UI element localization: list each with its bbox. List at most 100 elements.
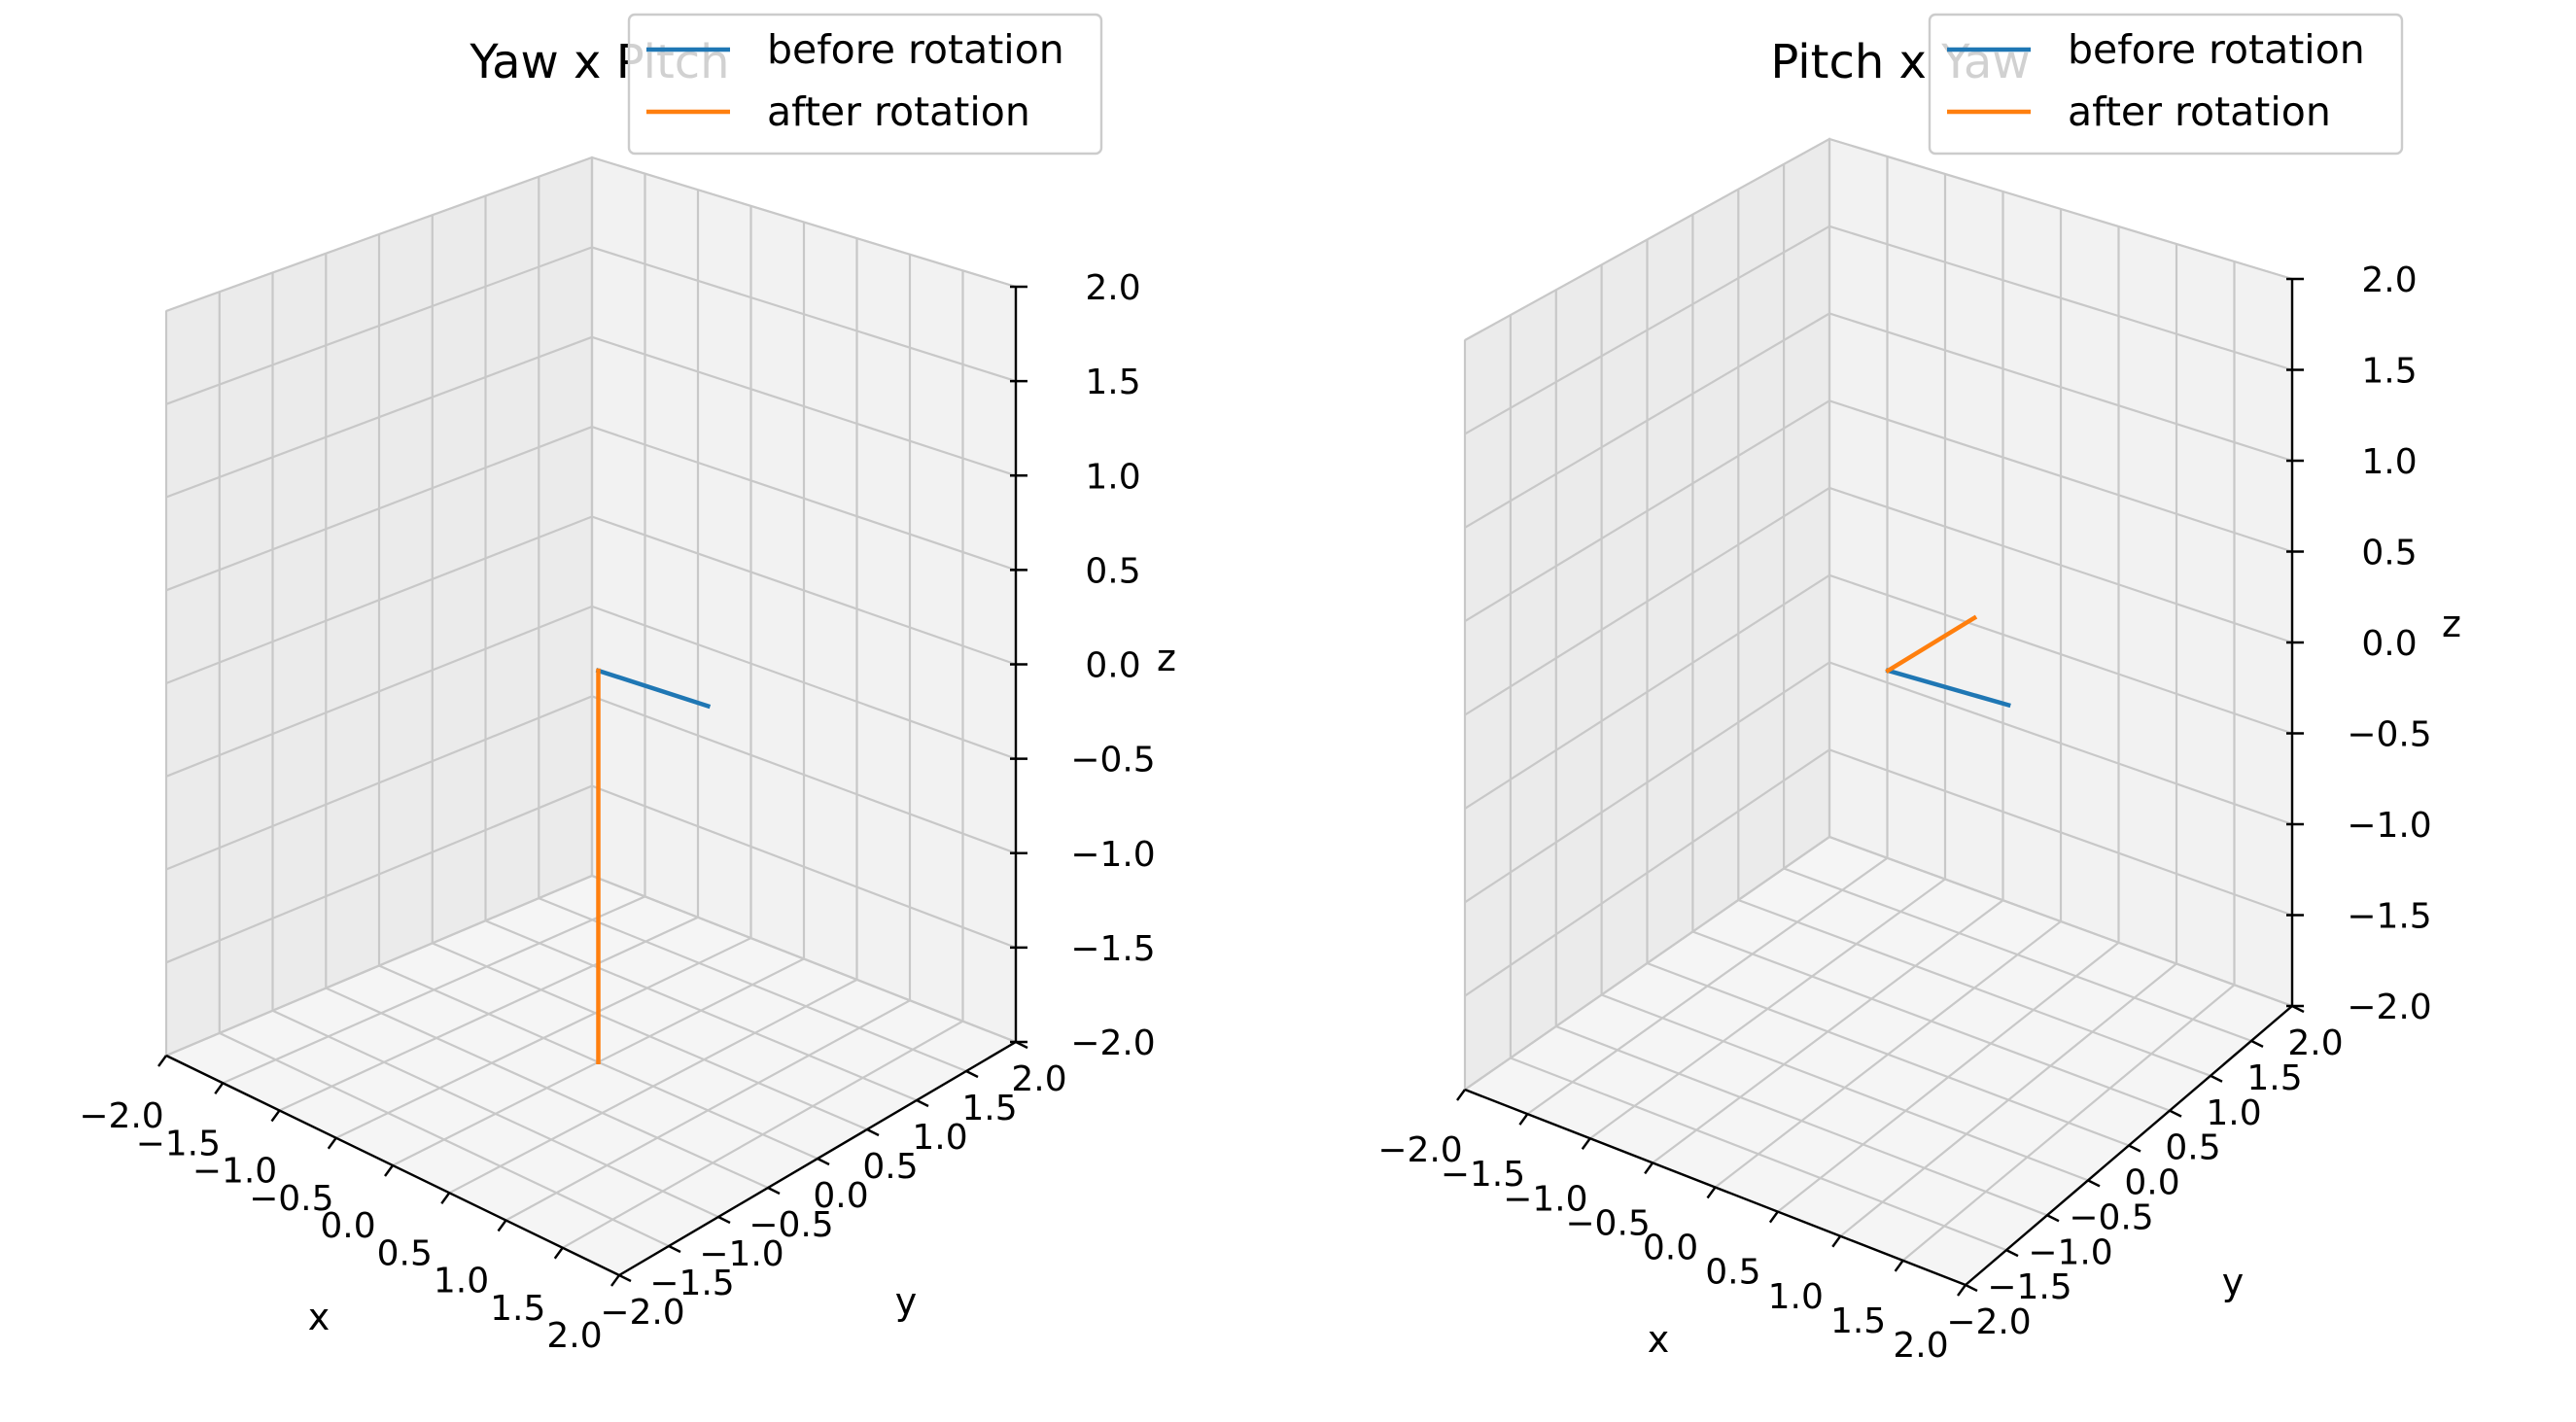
legend-label: after rotation	[2068, 88, 2331, 135]
y-tick-mark	[817, 1157, 830, 1166]
x-tick-mark	[1894, 1260, 1904, 1272]
z-tick-label: 2.0	[2361, 260, 2417, 300]
gridline-z	[1464, 312, 2293, 529]
y-tick-label: −2.0	[1946, 1302, 2031, 1342]
y-tick-label: 1.0	[2206, 1093, 2261, 1133]
z-tick-label: −1.0	[2347, 806, 2431, 846]
subplot-yaw-x-pitch: −2.0−1.5−1.0−0.50.00.51.01.52.0−2.0−1.5−…	[79, 13, 1176, 1356]
z-tick-label: −1.5	[1070, 929, 1155, 969]
x-tick-label: −0.5	[249, 1179, 333, 1219]
y-tick-mark	[2169, 1109, 2182, 1118]
z-tick-label: −0.5	[2347, 715, 2431, 755]
x-tick-mark	[1644, 1162, 1654, 1175]
gridline-z	[165, 246, 1017, 405]
x-tick-mark	[1581, 1137, 1591, 1150]
x-tick-label: −2.0	[79, 1096, 163, 1136]
gridline-z	[165, 695, 1017, 871]
y-tick-mark	[2005, 1249, 2019, 1258]
legend-label: before rotation	[767, 26, 1064, 73]
y-tick-mark	[1965, 1283, 1978, 1293]
y-tick-label: −0.5	[748, 1205, 833, 1245]
y-axis-label: y	[2222, 1261, 2245, 1303]
z-tick-label: 0.0	[2361, 624, 2417, 664]
x-tick-mark	[440, 1192, 451, 1204]
x-tick-label: 1.5	[490, 1289, 545, 1329]
y-tick-label: 1.5	[961, 1089, 1017, 1128]
z-tick-label: 2.0	[1085, 268, 1140, 308]
x-tick-label: 1.5	[1830, 1301, 1886, 1341]
z-tick-label: 0.0	[1085, 646, 1140, 686]
x-tick-label: 1.0	[1768, 1277, 1824, 1317]
y-tick-label: −1.0	[699, 1234, 783, 1274]
x-tick-mark	[610, 1274, 620, 1287]
x-axis-label: x	[308, 1296, 331, 1338]
x-tick-label: 0.0	[1643, 1229, 1698, 1268]
legend-box	[1928, 13, 2404, 156]
z-tick-label: −0.5	[1070, 741, 1155, 780]
y-tick-mark	[2210, 1074, 2223, 1083]
x-tick-label: −2.0	[1377, 1130, 1462, 1170]
gridline-z	[1464, 748, 2293, 997]
x-tick-mark	[1456, 1089, 1466, 1101]
x-tick-mark	[1957, 1284, 1967, 1297]
z-tick-label: 1.0	[2361, 442, 2417, 482]
x-tick-mark	[1768, 1210, 1779, 1224]
gridline-z	[165, 874, 1017, 1058]
legend: before rotation after rotation	[1928, 13, 2404, 156]
y-tick-label: 1.0	[912, 1118, 967, 1158]
x-tick-label: 2.0	[546, 1316, 602, 1356]
y-tick-label: 0.5	[862, 1147, 918, 1187]
gridline-z	[1464, 225, 2293, 435]
z-axis-label: z	[1157, 637, 1176, 679]
gridline-z	[1464, 486, 2293, 716]
x-tick-mark	[384, 1164, 394, 1177]
y-tick-mark	[668, 1244, 681, 1254]
x-axis-label: x	[1648, 1318, 1670, 1361]
y-tick-label: 0.5	[2165, 1128, 2220, 1168]
x-tick-label: −1.0	[192, 1152, 277, 1192]
y-tick-mark	[916, 1098, 929, 1108]
legend-label: before rotation	[2068, 26, 2365, 73]
x-tick-mark	[1706, 1186, 1717, 1199]
x-tick-label: 1.0	[434, 1262, 489, 1301]
gridline-z	[165, 156, 1017, 313]
gridline-z	[165, 784, 1017, 964]
y-tick-mark	[2087, 1179, 2101, 1188]
y-tick-label: 1.5	[2246, 1058, 2302, 1098]
x-tick-mark	[214, 1082, 225, 1094]
y-tick-label: −1.5	[1987, 1267, 2071, 1307]
y-tick-mark	[2046, 1214, 2060, 1223]
gridline-z	[1464, 573, 2293, 810]
x-tick-label: 0.5	[1705, 1253, 1760, 1293]
x-tick-label: −1.5	[1441, 1155, 1525, 1195]
gridline-z	[1464, 399, 2293, 623]
gridline-z	[165, 605, 1017, 778]
y-tick-mark	[866, 1127, 880, 1137]
y-tick-label: 2.0	[1011, 1059, 1066, 1099]
z-tick-label: −2.0	[1070, 1023, 1155, 1063]
x-tick-mark	[1831, 1235, 1842, 1248]
y-tick-mark	[767, 1186, 781, 1196]
legend-box	[627, 13, 1103, 156]
y-axis-label: y	[895, 1280, 918, 1323]
x-tick-label: 0.0	[320, 1206, 375, 1246]
y-tick-label: −1.0	[2028, 1232, 2112, 1272]
gridline-z	[1464, 137, 2293, 341]
x-tick-mark	[1518, 1113, 1529, 1126]
x-tick-label: −0.5	[1565, 1203, 1650, 1243]
series-line-before-rotation	[1885, 668, 2011, 709]
subplot-pitch-x-yaw: −2.0−1.5−1.0−0.50.00.51.01.52.0−2.0−1.5−…	[1377, 13, 2461, 1366]
x-tick-mark	[327, 1137, 337, 1150]
y-tick-label: −0.5	[2069, 1197, 2153, 1237]
z-axis-label: z	[2442, 603, 2461, 645]
y-tick-label: 2.0	[2287, 1023, 2343, 1063]
z-tick-label: 1.5	[2361, 352, 2417, 392]
y-tick-mark	[2250, 1039, 2264, 1048]
series-line-after-rotation	[1885, 614, 1978, 674]
x-tick-label: −1.0	[1503, 1179, 1587, 1219]
gridline-z	[1464, 661, 2293, 904]
gridline-z	[165, 425, 1017, 592]
x-tick-mark	[157, 1055, 167, 1067]
gridline-z	[1464, 835, 2293, 1091]
